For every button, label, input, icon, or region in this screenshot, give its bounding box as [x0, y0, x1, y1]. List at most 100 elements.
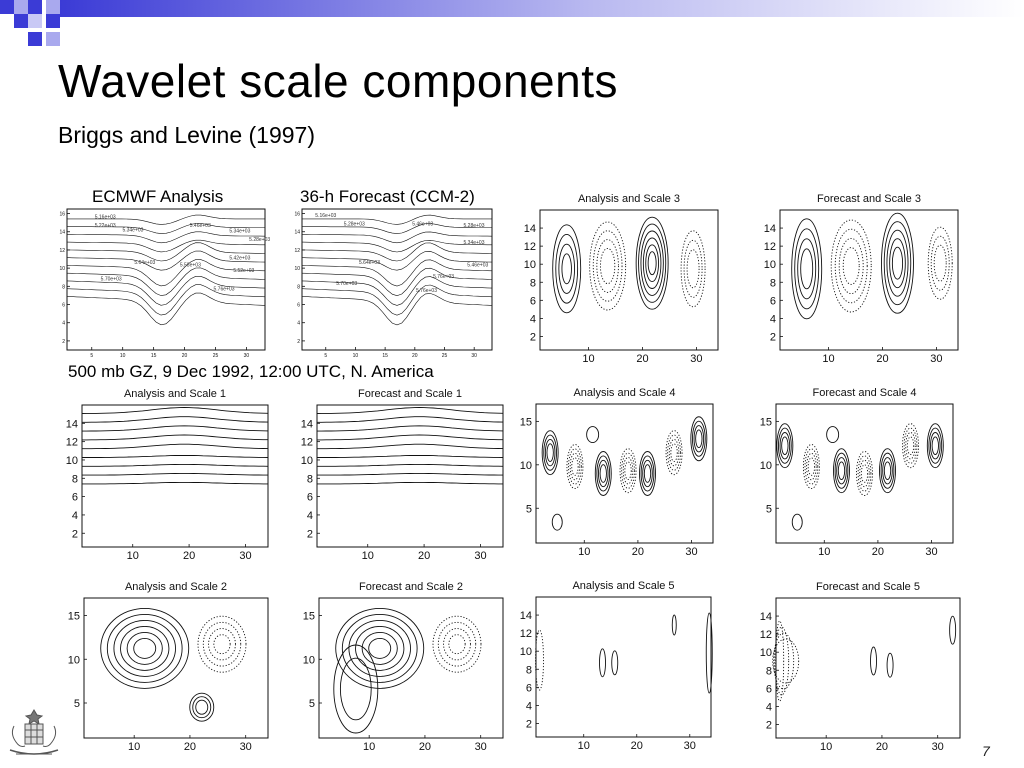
x-tick-label: 10 — [128, 741, 140, 753]
plot-frame — [316, 404, 504, 548]
x-tick-label: 10 — [120, 353, 126, 359]
panel-analysis-scale-2: Analysis and Scale 2 10 20 30 15 10 5 — [60, 576, 272, 758]
contour-annotation: 5.16e+03 — [95, 215, 116, 221]
y-tick-label: 10 — [68, 654, 80, 666]
x-tick-label: 30 — [932, 741, 944, 753]
x-tick-label: 20 — [418, 550, 430, 562]
contour-annotation: 5.28e+03 — [344, 222, 365, 228]
contour-annotation: 5.46e+03 — [190, 223, 211, 229]
panel-title: Forecast and Scale 4 — [813, 387, 917, 399]
panel-analysis-raw: 5 10 15 20 25 30 16 14 12 10 8 6 4 2 5.16e+03 5.22e+03 5… — [59, 205, 272, 360]
y-tick-label: 14 — [524, 223, 536, 235]
y-tick-label: 14 — [294, 230, 300, 236]
y-tick-label: 10 — [301, 455, 313, 467]
contour-lines — [772, 615, 957, 702]
y-tick-label: 12 — [301, 437, 313, 449]
x-tick-label: 10 — [822, 353, 834, 365]
plot-frame — [779, 209, 959, 351]
y-tick-label: 15 — [760, 416, 772, 428]
x-tick-label: 10 — [362, 550, 374, 562]
y-tick-label: 6 — [530, 295, 536, 307]
x-tick-label: 20 — [631, 740, 643, 752]
y-tick-label: 8 — [770, 277, 776, 289]
y-tick-label: 6 — [62, 303, 65, 309]
panel-title: Analysis and Scale 3 — [578, 193, 680, 205]
y-tick-label: 10 — [764, 259, 776, 271]
x-tick-label: 30 — [474, 550, 486, 562]
y-tick-label: 14 — [59, 230, 65, 236]
y-tick-label: 12 — [59, 248, 65, 254]
y-tick-label: 4 — [72, 510, 78, 522]
y-tick-label: 4 — [766, 701, 772, 713]
x-tick-label: 25 — [213, 353, 219, 359]
label-ecmwf-analysis: ECMWF Analysis — [92, 187, 224, 206]
x-tick-label: 10 — [353, 353, 359, 359]
plot-frame — [301, 208, 493, 351]
y-tick-label: 10 — [760, 460, 772, 472]
contour-lines — [776, 423, 944, 531]
y-tick-label: 4 — [297, 321, 300, 327]
x-tick-label: 10 — [582, 353, 594, 365]
y-tick-label: 8 — [72, 473, 78, 485]
y-tick-label: 4 — [526, 700, 532, 712]
contour-annotation: 5.64e+03 — [359, 260, 380, 266]
x-tick-label: 30 — [244, 353, 250, 359]
x-tick-label: 20 — [876, 741, 888, 753]
y-tick-label: 12 — [760, 629, 772, 641]
x-tick-label: 20 — [183, 550, 195, 562]
x-tick-label: 30 — [471, 353, 477, 359]
contour-lines — [535, 612, 713, 694]
y-tick-label: 10 — [520, 460, 532, 472]
contour-annotation: 5.42e+03 — [229, 256, 250, 262]
y-tick-label: 15 — [68, 611, 80, 623]
panel-title: Forecast and Scale 3 — [817, 193, 921, 205]
y-tick-label: 5 — [74, 698, 80, 710]
slide-subtitle: Briggs and Levine (1997) — [58, 122, 315, 148]
contour-lines — [316, 407, 504, 485]
contour-annotation: 5.28e+03 — [249, 237, 270, 243]
panel-title: Analysis and Scale 1 — [124, 388, 226, 400]
y-tick-label: 4 — [62, 321, 65, 327]
x-tick-label: 30 — [925, 546, 937, 558]
contour-annotation: 5.64e+03 — [134, 260, 155, 266]
contour-annotation: 5.22e+03 — [95, 223, 116, 229]
y-tick-label: 10 — [303, 654, 315, 666]
y-tick-label: 2 — [72, 528, 78, 540]
x-tick-label: 30 — [239, 550, 251, 562]
y-tick-label: 2 — [770, 331, 776, 343]
y-tick-label: 10 — [294, 266, 300, 272]
x-tick-label: 10 — [578, 546, 590, 558]
x-tick-label: 10 — [578, 740, 590, 752]
plot-frame — [539, 209, 719, 351]
label-36h-forecast: 36-h Forecast (CCM-2) — [300, 187, 475, 206]
panel-title: Analysis and Scale 5 — [572, 580, 674, 592]
panel-title: Analysis and Scale 2 — [125, 581, 227, 593]
panel-forecast-scale-3: Forecast and Scale 3 10 20 30 14 12 10 8 6 4 2 — [752, 188, 962, 368]
y-tick-label: 2 — [307, 528, 313, 540]
x-tick-label: 20 — [876, 353, 888, 365]
y-tick-label: 5 — [526, 503, 532, 515]
contour-lines — [541, 416, 708, 531]
y-tick-label: 10 — [760, 647, 772, 659]
plot-frame — [81, 404, 269, 548]
panel-analysis-scale-1: Analysis and Scale 1 10 20 30 14 12 10 8 6 4 2 — [60, 385, 272, 565]
plot-frame — [318, 597, 504, 739]
contour-lines — [301, 214, 493, 326]
y-tick-label: 16 — [59, 212, 65, 218]
y-tick-label: 12 — [520, 628, 532, 640]
x-tick-label: 30 — [690, 353, 702, 365]
slide-number: 7 — [982, 743, 990, 759]
panel-forecast-scale-2: Forecast and Scale 2 10 20 30 15 10 5 — [295, 576, 507, 758]
y-tick-label: 14 — [760, 611, 772, 623]
panel-analysis-scale-3: Analysis and Scale 3 10 20 30 14 12 10 8 6 4 2 — [512, 188, 722, 368]
contour-annotation: 5.34e+03 — [464, 240, 485, 246]
y-tick-label: 2 — [526, 718, 532, 730]
y-tick-label: 2 — [766, 719, 772, 731]
panel-forecast-scale-4: Forecast and Scale 4 10 20 30 15 10 5 — [752, 382, 962, 562]
y-tick-label: 12 — [524, 241, 536, 253]
plot-frame — [535, 403, 714, 544]
x-tick-label: 30 — [240, 741, 252, 753]
y-tick-label: 4 — [307, 510, 313, 522]
y-tick-label: 10 — [524, 259, 536, 271]
header-decoration — [0, 0, 1024, 46]
